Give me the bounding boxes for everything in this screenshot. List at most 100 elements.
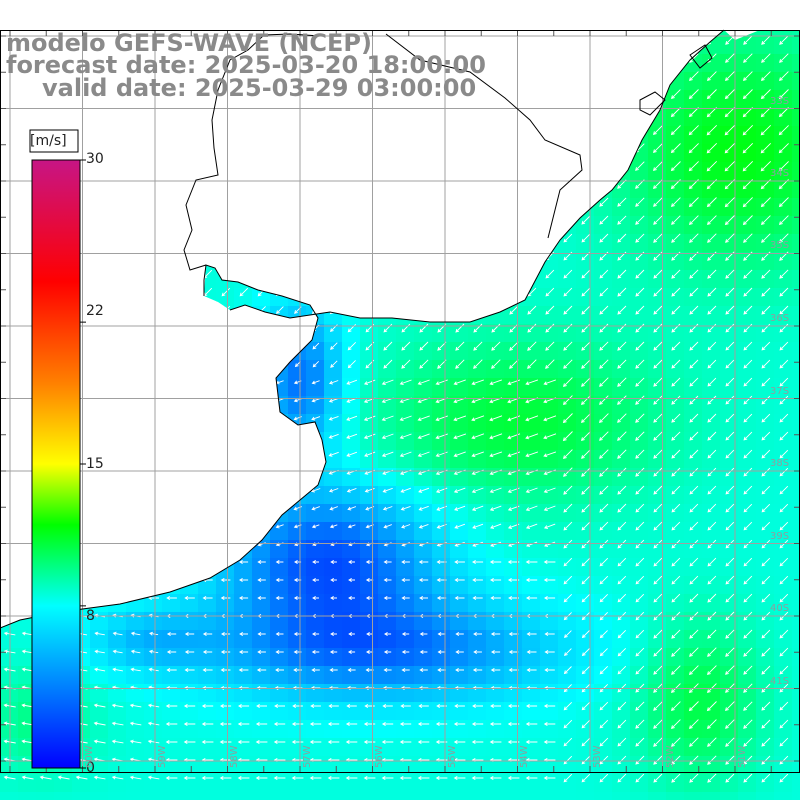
wind-arrow (330, 342, 338, 350)
speed-cell (756, 486, 775, 505)
speed-cell (774, 558, 793, 577)
speed-cell (126, 306, 145, 325)
speed-cell (180, 594, 199, 613)
wind-arrow (348, 560, 355, 564)
speed-cell (252, 144, 271, 163)
speed-cell (540, 576, 559, 595)
speed-cell (306, 144, 325, 163)
speed-cell (702, 702, 721, 721)
speed-cell (504, 558, 523, 577)
speed-cell (414, 432, 433, 451)
wind-arrow (581, 53, 591, 63)
speed-cell (144, 522, 163, 541)
wind-arrow (400, 704, 411, 708)
wind-arrow (184, 523, 195, 529)
wind-arrow (401, 578, 410, 582)
speed-cell (594, 162, 613, 181)
speed-cell (234, 702, 253, 721)
wind-arrow (273, 722, 286, 726)
speed-cell (270, 414, 289, 433)
wind-arrow (617, 305, 627, 315)
speed-cell (702, 288, 721, 307)
speed-cell (630, 774, 649, 793)
wind-arrow (454, 523, 466, 529)
wind-arrow (330, 632, 337, 636)
speed-cell (252, 486, 271, 505)
speed-cell (648, 558, 667, 577)
wind-arrow (203, 143, 213, 153)
wind-arrow (617, 323, 627, 333)
speed-cell (126, 378, 145, 397)
wind-arrow (670, 197, 681, 208)
wind-arrow (472, 578, 483, 582)
wind-arrow (401, 668, 410, 672)
wind-arrow (599, 35, 609, 45)
wind-arrow (256, 704, 267, 708)
speed-cell (108, 774, 127, 793)
wind-arrow (455, 125, 465, 135)
speed-cell (414, 486, 433, 505)
wind-arrow (292, 451, 303, 457)
speed-cell (378, 378, 397, 397)
wind-arrow (257, 125, 267, 135)
wind-arrow (435, 776, 448, 780)
wind-arrow (599, 323, 609, 333)
wind-arrow (707, 629, 717, 639)
speed-cell (54, 774, 73, 793)
wind-arrow (111, 703, 124, 708)
speed-cell (432, 360, 451, 379)
speed-cell (504, 144, 523, 163)
wind-arrow (23, 269, 33, 279)
speed-cell (180, 648, 199, 667)
speed-cell (666, 630, 685, 649)
wind-arrow (130, 505, 142, 511)
speed-cell (198, 216, 217, 235)
speed-cell (450, 144, 469, 163)
speed-cell (180, 558, 199, 577)
speed-cell (612, 504, 631, 523)
speed-cell (306, 360, 325, 379)
wind-arrow (112, 433, 124, 439)
wind-arrow (220, 596, 231, 600)
wind-arrow (184, 487, 196, 493)
speed-cell (0, 108, 19, 127)
wind-arrow (237, 740, 250, 744)
speed-cell (720, 594, 739, 613)
speed-cell (486, 342, 505, 361)
speed-cell (522, 216, 541, 235)
wind-arrow (689, 521, 699, 531)
speed-cell (396, 324, 415, 343)
wind-arrow (75, 775, 88, 780)
speed-cell (738, 126, 757, 145)
wind-arrow (167, 269, 177, 279)
speed-cell (180, 720, 199, 739)
wind-arrow (725, 449, 735, 459)
wind-arrow (417, 776, 430, 780)
speed-cell (432, 414, 451, 433)
speed-cell (378, 630, 397, 649)
wind-arrow (508, 632, 519, 636)
wind-arrow (347, 215, 357, 225)
speed-cell (504, 450, 523, 469)
wind-arrow (617, 143, 627, 153)
wind-arrow (743, 557, 753, 567)
wind-arrow (761, 233, 771, 243)
wind-arrow (635, 233, 645, 243)
speed-cell (0, 324, 19, 343)
speed-cell (684, 558, 703, 577)
speed-cell (234, 0, 253, 19)
wind-arrow (221, 287, 231, 297)
speed-cell (432, 198, 451, 217)
speed-cell (576, 774, 595, 793)
wind-arrow (671, 593, 681, 603)
speed-cell (720, 30, 739, 37)
wind-arrow (220, 578, 231, 582)
speed-cell (234, 720, 253, 739)
speed-cell (432, 30, 451, 37)
wind-arrow (617, 341, 627, 351)
wind-arrow (671, 35, 681, 45)
wind-arrow (598, 413, 609, 424)
wind-arrow (725, 395, 735, 405)
speed-cell (198, 0, 217, 19)
speed-cell (594, 288, 613, 307)
